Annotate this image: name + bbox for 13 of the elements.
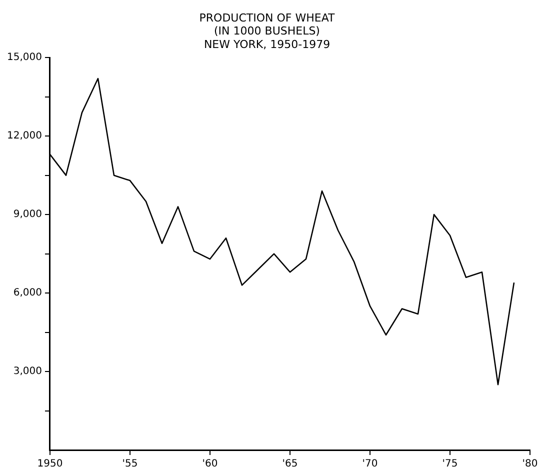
x-tick-label: '80 [522, 458, 538, 470]
x-tick-label: '60 [202, 458, 218, 470]
y-tick-label: 15,000 [6, 52, 42, 64]
y-tick-label: 12,000 [6, 130, 42, 142]
y-tick-label: 9,000 [13, 209, 42, 220]
x-tick-label: '55 [122, 458, 138, 470]
y-tick-label: 6,000 [13, 288, 42, 299]
chart-title: PRODUCTION OF WHEAT (IN 1000 BUSHELS) NEW YORK, 1950-1979 [199, 11, 335, 51]
y-tick-label: 3,000 [13, 366, 42, 378]
x-tick-label: '75 [442, 458, 458, 470]
x-tick-label: 1950 [37, 458, 63, 470]
x-tick-label: '70 [362, 458, 378, 470]
x-tick-label: '65 [282, 458, 298, 470]
